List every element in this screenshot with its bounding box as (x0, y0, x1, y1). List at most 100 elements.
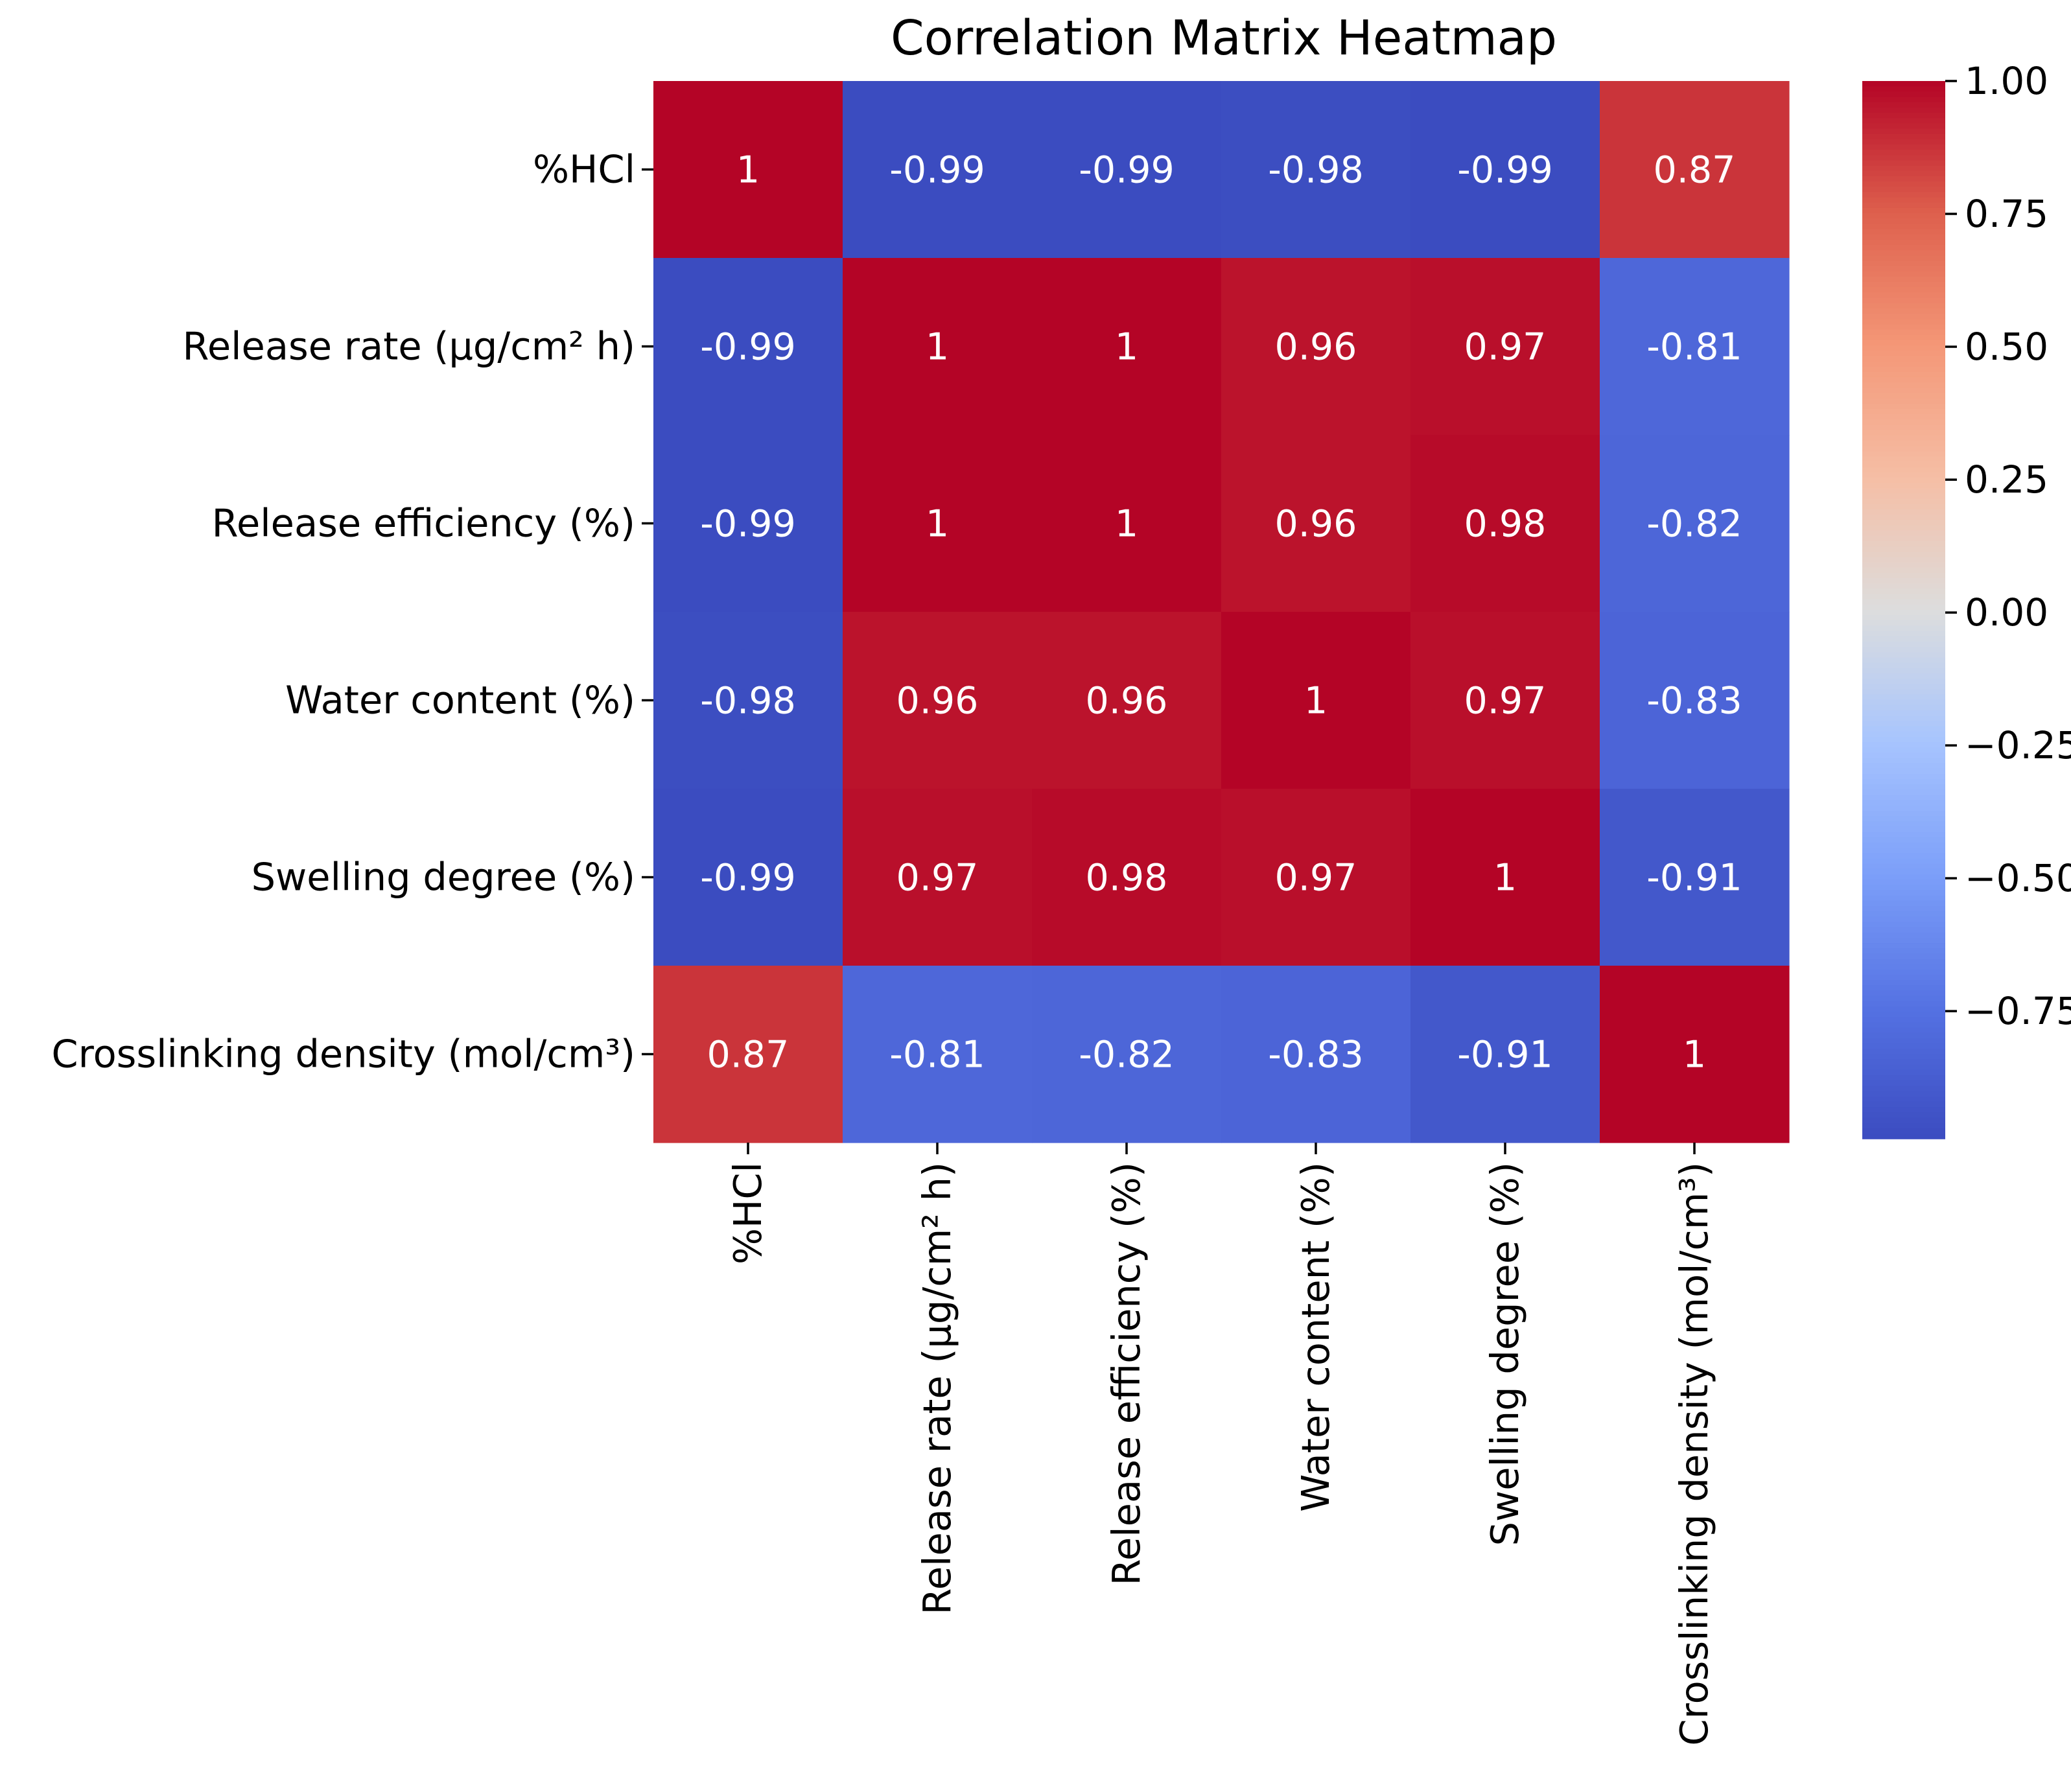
colorbar-gradient-step (1862, 922, 1945, 928)
colorbar-gradient-step (1862, 340, 1945, 346)
colorbar-gradient-step (1862, 795, 1945, 801)
colorbar-gradient-step (1862, 361, 1945, 367)
colorbar-gradient-step (1862, 858, 1945, 865)
colorbar-tick-label: −0.25 (1965, 723, 2071, 767)
colorbar-gradient-step (1862, 440, 1945, 447)
colorbar-gradient-step (1862, 1064, 1945, 1071)
colorbar-gradient-step (1862, 202, 1945, 209)
colorbar-gradient-step (1862, 641, 1945, 647)
colorbar-gradient-step (1862, 948, 1945, 955)
colorbar-gradient-step (1862, 408, 1945, 415)
colorbar-gradient-step (1862, 112, 1945, 119)
colorbar-gradient-step (1862, 81, 1945, 87)
heatmap-cell (1032, 612, 1222, 789)
colorbar-gradient-step (1862, 144, 1945, 150)
x-tick-label: Swelling degree (%) (1482, 1162, 1527, 1546)
x-tick-label: Crosslinking density (mol/cm³) (1672, 1162, 1716, 1746)
colorbar-gradient-step (1862, 1128, 1945, 1134)
colorbar-gradient-step (1862, 472, 1945, 478)
colorbar-gradient-step (1862, 134, 1945, 140)
colorbar-gradient-step (1862, 393, 1945, 399)
heatmap-cell (1600, 258, 1790, 436)
colorbar-gradient-step (1862, 868, 1945, 875)
cell-value-label: 0.98 (1086, 857, 1168, 900)
heatmap-cell (1410, 789, 1600, 966)
colorbar-gradient-step (1862, 800, 1945, 806)
colorbar-gradient-step (1862, 414, 1945, 421)
colorbar-gradient-step (1862, 916, 1945, 923)
colorbar-gradient-step (1862, 128, 1945, 135)
colorbar-gradient-step (1862, 752, 1945, 759)
colorbar-gradient-step (1862, 520, 1945, 526)
colorbar-gradient-step (1862, 176, 1945, 182)
colorbar-gradient-step (1862, 652, 1945, 658)
cell-value-label: -0.82 (1079, 1034, 1174, 1076)
colorbar-gradient-step (1862, 911, 1945, 918)
colorbar-gradient-step (1862, 900, 1945, 907)
colorbar-gradient-step (1862, 890, 1945, 896)
colorbar-gradient-step (1862, 139, 1945, 145)
colorbar-gradient-step (1862, 1012, 1945, 1018)
colorbar-gradient-step (1862, 261, 1945, 267)
heatmap-cell (1410, 435, 1600, 612)
colorbar: 1.00 0.75 0.50 0.25 0.00 −0.25 −0.50 −0.75 (1862, 59, 2071, 1139)
colorbar-gradient-step (1862, 535, 1945, 542)
colorbar-gradient-step (1862, 371, 1945, 378)
colorbar-gradient-step (1862, 863, 1945, 870)
cell-value-label: 1 (926, 503, 949, 546)
y-tick-label: Release rate (µg/cm² h) (183, 324, 636, 369)
colorbar-gradient-step (1862, 351, 1945, 357)
colorbar-gradient-step (1862, 832, 1945, 838)
colorbar-gradient-step (1862, 726, 1945, 732)
colorbar-gradient-step (1862, 493, 1945, 500)
colorbar-gradient-step (1862, 716, 1945, 722)
colorbar-gradient-step (1862, 282, 1945, 288)
colorbar-gradient-step (1862, 1027, 1945, 1034)
heatmap-cell (1410, 258, 1600, 436)
cell-value-label: -0.82 (1646, 503, 1742, 546)
colorbar-gradient-step (1862, 1043, 1945, 1050)
colorbar-gradient-step (1862, 668, 1945, 674)
colorbar-gradient-step (1862, 721, 1945, 727)
colorbar-gradient-step (1862, 789, 1945, 796)
colorbar-gradient-step (1862, 1101, 1945, 1108)
colorbar-gradient-step (1862, 631, 1945, 637)
colorbar-gradient-step (1862, 710, 1945, 716)
colorbar-gradient-step (1862, 345, 1945, 351)
colorbar-gradient-step (1862, 451, 1945, 458)
heatmap-cell (843, 258, 1033, 436)
colorbar-gradient-step (1862, 498, 1945, 505)
cell-value-label: 1 (1115, 326, 1138, 369)
colorbar-gradient-step (1862, 303, 1945, 309)
colorbar-gradient-step (1862, 673, 1945, 679)
cell-value-label: -0.81 (889, 1034, 985, 1076)
colorbar-gradient-step (1862, 1086, 1945, 1092)
colorbar-gradient-step (1862, 403, 1945, 410)
cell-value-label: -0.99 (1457, 149, 1552, 192)
colorbar-gradient-step (1862, 197, 1945, 204)
colorbar-gradient-step (1862, 837, 1945, 843)
colorbar-gradient-step (1862, 308, 1945, 314)
heatmap-cell (1032, 258, 1222, 436)
colorbar-gradient-step (1862, 319, 1945, 325)
colorbar-gradient-step (1862, 758, 1945, 764)
colorbar-gradient-step (1862, 504, 1945, 510)
colorbar-gradient-step (1862, 97, 1945, 103)
colorbar-gradient-step (1862, 377, 1945, 383)
colorbar-gradient-step (1862, 366, 1945, 373)
colorbar-tick-label: 0.00 (1965, 590, 2048, 634)
colorbar-gradient-step (1862, 980, 1945, 986)
cell-value-label: 0.97 (1275, 857, 1357, 900)
cell-value-label: -0.81 (1646, 326, 1742, 369)
colorbar-gradient-step (1862, 91, 1945, 98)
colorbar-gradient-step (1862, 811, 1945, 817)
colorbar-gradient-step (1862, 546, 1945, 553)
heatmap-cells (653, 81, 1790, 1143)
colorbar-gradient-step (1862, 874, 1945, 880)
colorbar-gradient-step (1862, 234, 1945, 240)
cell-annotations: 1 -0.99 -0.99 -0.98 -0.99 0.87 -0.99 1 1 0.96 0.97… (700, 149, 1742, 1076)
colorbar-gradient-step (1862, 805, 1945, 811)
cell-value-label: -0.91 (1646, 857, 1742, 900)
colorbar-tick-label: 1.00 (1965, 59, 2048, 103)
